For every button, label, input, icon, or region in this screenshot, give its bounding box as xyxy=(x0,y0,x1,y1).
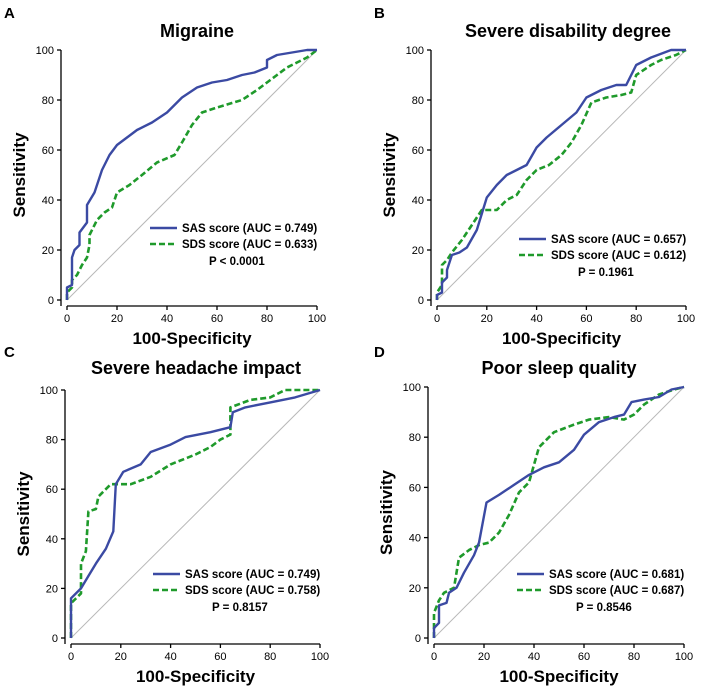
legend-label-sds-c: SDS score (AUC = 0.758) xyxy=(185,585,320,597)
legend-label-sas-b: SAS score (AUC = 0.657) xyxy=(551,234,686,246)
sas-roc-curve-b xyxy=(435,48,686,300)
y-tick-label: 20 xyxy=(46,583,58,595)
x-tick-label: 20 xyxy=(111,313,123,325)
y-tick-label: 60 xyxy=(412,145,424,157)
x-tick-label: 0 xyxy=(434,313,440,325)
panel-letter-c: C xyxy=(4,344,15,361)
p-value-annotation-b: P = 0.1961 xyxy=(578,267,634,279)
y-tick-label: 20 xyxy=(412,245,424,257)
panel-letter-b: B xyxy=(374,5,385,22)
chart-title-c: Severe headache impact xyxy=(91,358,301,378)
legend-label-sas-c: SAS score (AUC = 0.749) xyxy=(185,569,320,581)
x-tick-label: 80 xyxy=(264,651,276,663)
x-tick-label: 100 xyxy=(308,313,326,325)
x-tick-label: 0 xyxy=(68,651,74,663)
x-tick-label: 60 xyxy=(578,651,590,663)
legend-label-sas-a: SAS score (AUC = 0.749) xyxy=(182,223,317,235)
x-tick-label: 20 xyxy=(115,651,127,663)
y-tick-label: 20 xyxy=(42,245,54,257)
y-tick-label: 0 xyxy=(415,633,421,645)
reference-diagonal-a xyxy=(66,49,318,301)
y-tick-label: 100 xyxy=(36,45,54,57)
reference-diagonal-d xyxy=(433,386,685,639)
y-axis-label-d: Sensitivity xyxy=(377,469,396,555)
x-tick-label: 20 xyxy=(481,313,493,325)
sds-roc-curve-a xyxy=(65,48,318,300)
x-tick-label: 60 xyxy=(211,313,223,325)
y-tick-label: 60 xyxy=(42,145,54,157)
p-value-annotation-d: P = 0.8546 xyxy=(576,602,632,614)
x-tick-label: 40 xyxy=(528,651,540,663)
chart-title-d: Poor sleep quality xyxy=(481,358,636,378)
panel-a: A Migraine 0 20 40 60 80 100 0 20 40 60 80 100 100-S… xyxy=(4,5,326,348)
x-tick-label: 40 xyxy=(164,651,176,663)
y-axis-label-b: Sensitivity xyxy=(380,132,399,218)
legend-label-sas-d: SAS score (AUC = 0.681) xyxy=(549,569,684,581)
x-tick-label: 80 xyxy=(630,313,642,325)
reference-diagonal-c xyxy=(70,389,321,639)
y-tick-label: 80 xyxy=(409,432,421,444)
y-tick-label: 40 xyxy=(409,533,421,545)
x-tick-label: 40 xyxy=(161,313,173,325)
y-tick-label: 80 xyxy=(46,435,58,447)
legend-label-sds-b: SDS score (AUC = 0.612) xyxy=(551,250,686,262)
chart-title-a: Migraine xyxy=(160,21,234,41)
x-tick-label: 80 xyxy=(261,313,273,325)
panel-letter-a: A xyxy=(4,5,15,22)
x-tick-label: 80 xyxy=(628,651,640,663)
plot-area-a: 0 20 40 60 80 100 0 20 40 60 80 100 100-Specificity S… xyxy=(10,45,326,348)
sas-roc-curve-a xyxy=(65,48,317,300)
sas-roc-curve-c xyxy=(69,388,321,638)
y-axis-label-a: Sensitivity xyxy=(10,132,29,218)
x-tick-label: 60 xyxy=(214,651,226,663)
y-tick-label: 0 xyxy=(418,295,424,307)
y-tick-label: 100 xyxy=(403,382,421,394)
y-tick-label: 80 xyxy=(412,95,424,107)
x-tick-label: 40 xyxy=(530,313,542,325)
panel-letter-d: D xyxy=(374,344,385,361)
y-tick-label: 0 xyxy=(48,295,54,307)
sds-roc-curve-b xyxy=(435,48,687,300)
y-tick-label: 60 xyxy=(46,484,58,496)
plot-area-b: 0 20 40 60 80 100 0 20 40 60 80 100 100-Specificity S… xyxy=(380,45,695,348)
sds-roc-curve-c xyxy=(69,388,320,638)
x-axis-label-c: 100-Specificity xyxy=(136,667,256,686)
y-axis-label-c: Sensitivity xyxy=(14,471,33,557)
reference-diagonal-b xyxy=(436,49,687,301)
chart-title-b: Severe disability degree xyxy=(465,21,671,41)
x-tick-label: 0 xyxy=(64,313,70,325)
y-tick-label: 0 xyxy=(52,633,58,645)
x-axis-label-a: 100-Specificity xyxy=(132,329,252,348)
p-value-annotation-c: P = 0.8157 xyxy=(212,602,268,614)
y-tick-label: 20 xyxy=(409,583,421,595)
x-tick-label: 100 xyxy=(675,651,693,663)
x-tick-label: 20 xyxy=(478,651,490,663)
plot-area-c: 0 20 40 60 80 100 0 20 40 60 80 100 100-Specificity S… xyxy=(14,385,329,686)
sds-roc-curve-d xyxy=(432,385,685,638)
y-tick-label: 40 xyxy=(42,195,54,207)
y-tick-label: 100 xyxy=(406,45,424,57)
sas-roc-curve-d xyxy=(432,385,685,638)
x-tick-label: 0 xyxy=(431,651,437,663)
legend-label-sds-a: SDS score (AUC = 0.633) xyxy=(182,239,317,251)
x-tick-label: 100 xyxy=(311,651,329,663)
p-value-annotation-a: P < 0.0001 xyxy=(209,256,265,268)
y-tick-label: 80 xyxy=(42,95,54,107)
y-tick-label: 40 xyxy=(46,534,58,546)
panel-c: C Severe headache impact 0 20 40 60 80 100 0 20… xyxy=(4,344,329,686)
y-tick-label: 40 xyxy=(412,195,424,207)
plot-area-d: 0 20 40 60 80 100 0 20 40 60 80 100 100-Specificity S… xyxy=(377,382,693,686)
panel-d: D Poor sleep quality 0 20 40 60 80 100 0 20 40 60… xyxy=(374,344,693,686)
legend-label-sds-d: SDS score (AUC = 0.687) xyxy=(549,585,684,597)
x-axis-label-d: 100-Specificity xyxy=(499,667,619,686)
panel-b: B Severe disability degree 0204060801000… xyxy=(374,5,695,348)
x-tick-label: 100 xyxy=(677,313,695,325)
y-tick-label: 100 xyxy=(40,385,58,397)
x-tick-label: 60 xyxy=(580,313,592,325)
x-axis-label-b: 100-Specificity xyxy=(502,329,622,348)
y-tick-label: 60 xyxy=(409,482,421,494)
